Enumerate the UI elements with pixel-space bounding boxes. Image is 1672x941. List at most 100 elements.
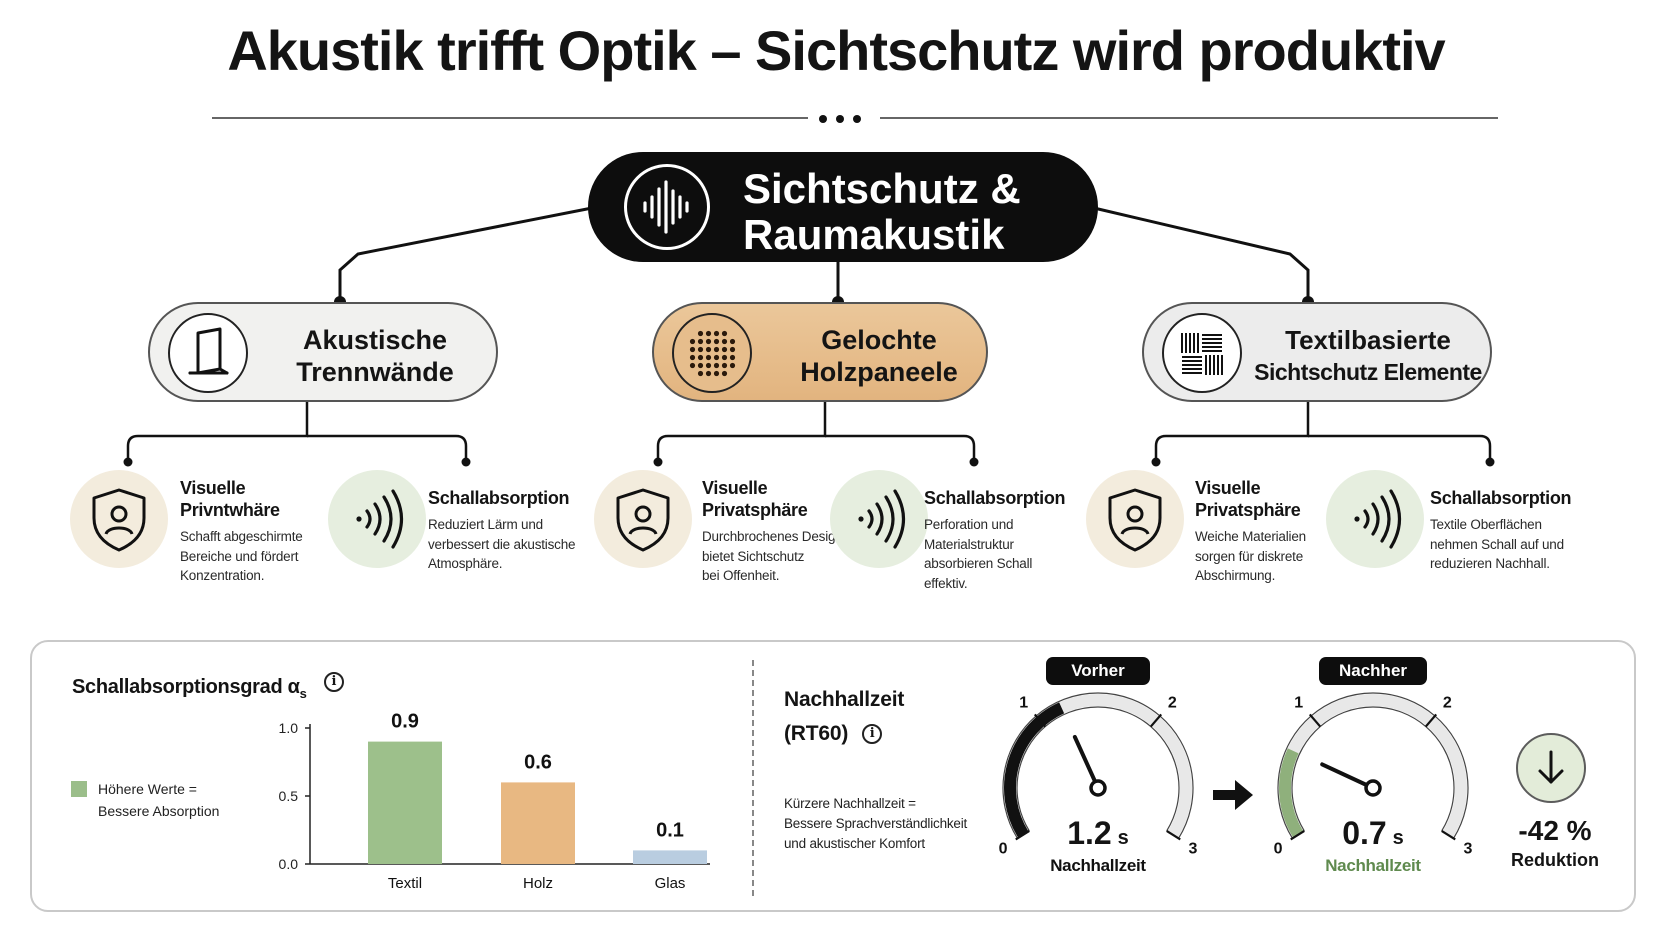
gauge-name: Nachhallzeit	[1050, 856, 1146, 875]
feature-description-line: effektiv.	[924, 575, 968, 591]
bar-glas	[633, 850, 707, 864]
feature-description-line: Schafft abgeschirmte	[180, 529, 303, 544]
reverb-title-line1: Nachhallzeit	[784, 688, 905, 711]
gauge-tick	[1033, 713, 1047, 728]
feature-description-line: Atmosphäre.	[428, 556, 503, 571]
feature-title-line2: Privatsphäre	[702, 500, 808, 520]
category-title-line1: Akustische	[302, 325, 448, 355]
category-perforated-wood: Gelochte Holzpaneele	[652, 302, 988, 402]
feature-description-line: Weiche Materialien	[1195, 529, 1306, 544]
feature-title: Visuelle Privatsphäre	[702, 477, 862, 521]
reverb-description: Kürzere Nachhallzeit = Bessere Sprachver…	[784, 794, 967, 854]
reverb-desc-line: Kürzere Nachhallzeit =	[784, 796, 916, 811]
info-icon[interactable]: i	[324, 672, 344, 692]
gauge-tick	[1441, 829, 1456, 841]
feature-description-line: Reduziert Lärm und	[428, 517, 543, 532]
gauge-hub	[1089, 779, 1107, 797]
arrow-down-icon	[1516, 733, 1586, 803]
shield-user-icon	[70, 470, 168, 568]
x-category-label: Glas	[655, 875, 686, 892]
gauge-tick-label: 1	[1294, 695, 1303, 712]
feature-description: Durchbrochenes Design bietet Sichtschutz b…	[702, 527, 862, 586]
gauge-tick	[1308, 713, 1322, 728]
absorption-bar-chart: 1.0 0.5 0.0 0.9 Textil 0.6 Holz 0.1 Glas	[279, 711, 710, 892]
feature-text: Visuelle Privatsphäre Weiche Materialien so…	[1195, 477, 1355, 586]
gauge-fill	[1279, 748, 1304, 838]
textile-weave-icon	[1162, 313, 1242, 393]
shield-user-icon	[594, 470, 692, 568]
gauge-label-pill: Nachher	[1319, 657, 1427, 685]
hub-node: Sichtschutz & Raumakustik	[588, 152, 1098, 262]
feature-description-line: sorgen für diskrete	[1195, 548, 1304, 564]
info-icon[interactable]: i	[862, 724, 883, 744]
partition-wall-icon	[168, 313, 248, 393]
gauge-tick	[1166, 829, 1181, 841]
feature-title: Schallabsorption	[924, 487, 1084, 509]
category-title: Textilbasierte Sichtschutz Elemente	[1250, 324, 1486, 388]
feature-text: Visuelle Privntwhäre Schafft abgeschirmte B…	[180, 477, 340, 586]
feature-description-line: Bereiche und fördert	[180, 548, 299, 564]
sound-waves-icon	[830, 470, 928, 568]
gauge-tick	[1149, 713, 1163, 728]
feature-description-line: reduzieren Nachhall.	[1430, 556, 1550, 571]
gauge-outline	[1277, 692, 1469, 839]
feature-description-line: bietet Sichtschutz	[702, 548, 805, 564]
feature-title-line1: Schallabsorption	[1430, 488, 1572, 508]
category-textile-elements: Textilbasierte Sichtschutz Elemente	[1142, 302, 1492, 402]
perforated-panel-icon	[672, 313, 752, 393]
hub-title-line2: Raumakustik	[743, 211, 1005, 258]
gauge-name: Nachhallzeit	[1325, 856, 1421, 875]
gauge-fill	[1004, 702, 1065, 838]
gauge-label-pill: Vorher	[1046, 657, 1150, 685]
bar-textil	[368, 741, 442, 864]
feature-title-line2: Privatsphäre	[1195, 500, 1301, 520]
gauge-outline	[1016, 706, 1180, 832]
reverb-title-line2: (RT60)	[784, 722, 849, 745]
feature-title: Visuelle Privatsphäre	[1195, 477, 1355, 521]
feature-title-line1: Visuelle	[702, 478, 768, 498]
feature-description-line: Durchbrochenes Design	[702, 529, 843, 544]
gauge-value-unit: s	[1392, 827, 1404, 849]
gauge-tick-label: 0	[1274, 840, 1283, 857]
category-title-line2: Holzpaneele	[800, 357, 958, 387]
category-title: Akustische Trennwände	[260, 324, 490, 388]
gauge-tick-label: 2	[1168, 695, 1177, 712]
sound-waves-icon	[1326, 470, 1424, 568]
feature-description-line: nehmen Schall auf und	[1430, 536, 1564, 552]
feature-description: Textile Oberflächen nehmen Schall auf und…	[1430, 515, 1590, 574]
feature-text: Schallabsorption Textile Oberflächen nehme…	[1430, 487, 1590, 574]
x-category-label: Textil	[388, 875, 422, 892]
gauge-tick	[1424, 713, 1438, 728]
gauge-value-number: 1.2	[1067, 815, 1112, 851]
metrics-panel	[30, 640, 1636, 912]
gauge-tick	[1015, 829, 1030, 841]
chart-title-text: Schallabsorptionsgrad α	[72, 676, 300, 698]
hub-title-line1: Sichtschutz &	[743, 165, 1021, 212]
gauge-value: 0.7 s	[1303, 815, 1443, 852]
feature-description-line: Abschirmung.	[1195, 568, 1276, 583]
feature-title: Schallabsorption	[428, 487, 588, 509]
hub-title: Sichtschutz & Raumakustik	[743, 166, 1083, 258]
feature-description: Schafft abgeschirmte Bereiche und fördert…	[180, 527, 340, 586]
feature-title-line1: Schallabsorption	[428, 488, 570, 508]
legend-line2: Bessere Absorption	[98, 803, 220, 819]
feature-description-line: Perforation und	[924, 517, 1014, 532]
bar-value-label: 0.1	[656, 819, 684, 841]
feature-description: Reduziert Lärm und verbessert die akustis…	[428, 515, 588, 574]
arrow-right-icon	[1213, 780, 1255, 815]
sound-waves-icon	[328, 470, 426, 568]
feature-description-line: Materialstruktur	[924, 536, 1014, 552]
gauge-tick	[1290, 829, 1305, 841]
gauge-outline	[1002, 692, 1194, 839]
category-title-line2: Trennwände	[296, 357, 454, 387]
feature-title: Visuelle Privntwhäre	[180, 477, 340, 521]
legend-line1: Höhere Werte =	[98, 781, 197, 797]
bar-value-label: 0.6	[524, 751, 552, 773]
category-acoustic-partitions: Akustische Trennwände	[148, 302, 498, 402]
feature-text: Schallabsorption Perforation und Materials…	[924, 487, 1084, 593]
feature-description-line: verbessert die akustische	[428, 536, 576, 552]
gauge-hub	[1364, 779, 1382, 797]
feature-description: Perforation und Materialstruktur absorbier…	[924, 515, 1084, 593]
x-category-label: Holz	[523, 875, 553, 892]
gauge-outline	[1291, 706, 1455, 832]
